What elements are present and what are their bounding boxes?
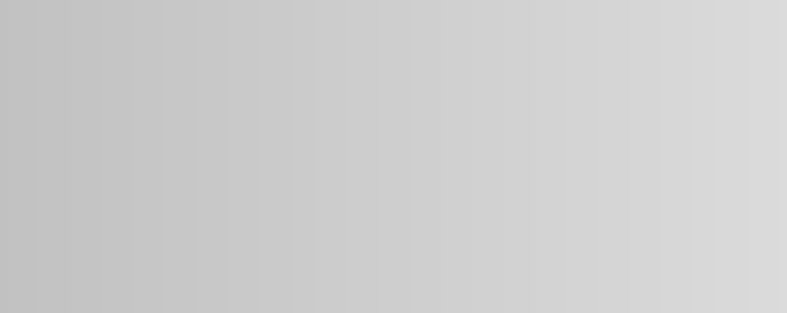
FancyBboxPatch shape: [228, 136, 290, 163]
Text: f(t) = 7 sin(t),  −π ≤ t ≤ 2π: f(t) = 7 sin(t), −π ≤ t ≤ 2π: [109, 105, 341, 120]
FancyBboxPatch shape: [228, 170, 290, 197]
Text: Absolute maximum:: Absolute maximum:: [109, 143, 258, 156]
Text: If necessary, enter the extrema as a comma separated list. If an extremum does n: If necessary, enter the extrema as a com…: [109, 134, 787, 147]
FancyBboxPatch shape: [208, 241, 269, 268]
Text: Local maximum:: Local maximum:: [109, 211, 231, 223]
Text: absolute and local extrema on the interval.: absolute and local extrema on the interv…: [109, 73, 434, 85]
FancyBboxPatch shape: [208, 204, 269, 230]
Text: Use graphing technology to graph the function over the given interval. Then use : Use graphing technology to graph the fun…: [109, 49, 787, 61]
Text: Absolute minimum:: Absolute minimum:: [109, 177, 255, 190]
Text: Local minimum:: Local minimum:: [109, 248, 228, 261]
